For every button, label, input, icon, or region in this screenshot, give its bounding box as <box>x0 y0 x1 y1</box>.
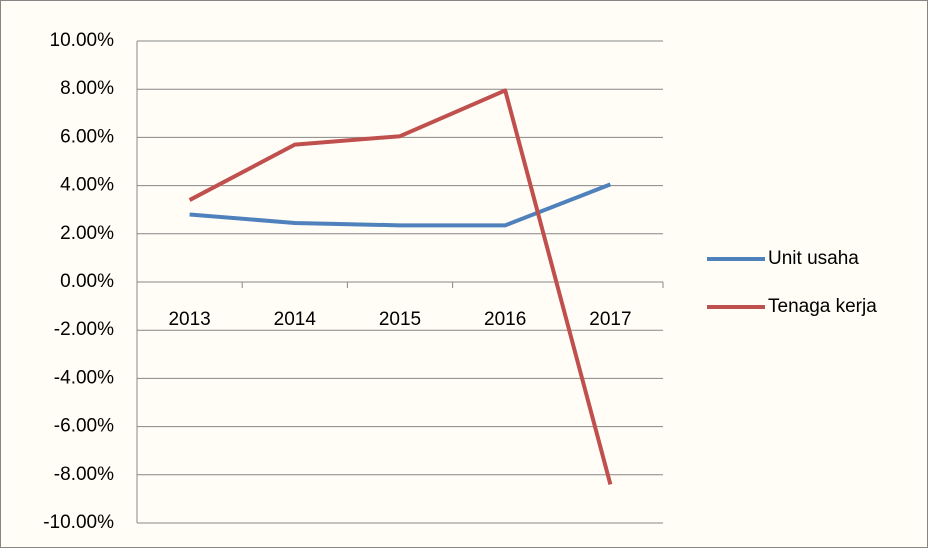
y-tick-label: 4.00% <box>60 175 114 196</box>
y-tick-label: -8.00% <box>54 464 114 485</box>
legend-label: Unit usaha <box>768 248 859 269</box>
x-tick-label: 2014 <box>274 309 317 330</box>
chart-frame <box>1 1 928 548</box>
y-tick-label: 2.00% <box>60 223 114 244</box>
y-tick-label: 6.00% <box>60 126 114 147</box>
y-tick-label: 8.00% <box>60 78 114 99</box>
y-tick-label: 0.00% <box>60 271 114 292</box>
y-tick-label: -10.00% <box>43 512 114 533</box>
x-tick-label: 2016 <box>484 309 526 330</box>
legend-label: Tenaga kerja <box>768 296 877 317</box>
x-tick-label: 2017 <box>589 309 631 330</box>
x-tick-label: 2013 <box>168 309 210 330</box>
chart: 10.00% 8.00% 6.00% 4.00% 2.00% 0.00% -2.00% -4.… <box>0 0 928 548</box>
x-tick-label: 2015 <box>379 309 421 330</box>
y-tick-label: -2.00% <box>54 319 114 340</box>
y-tick-label: -4.00% <box>54 367 114 388</box>
y-tick-label: -6.00% <box>54 416 114 437</box>
y-tick-label: 10.00% <box>50 30 115 51</box>
page: {"chart_data": {"type": "line", "categor… <box>0 0 928 548</box>
